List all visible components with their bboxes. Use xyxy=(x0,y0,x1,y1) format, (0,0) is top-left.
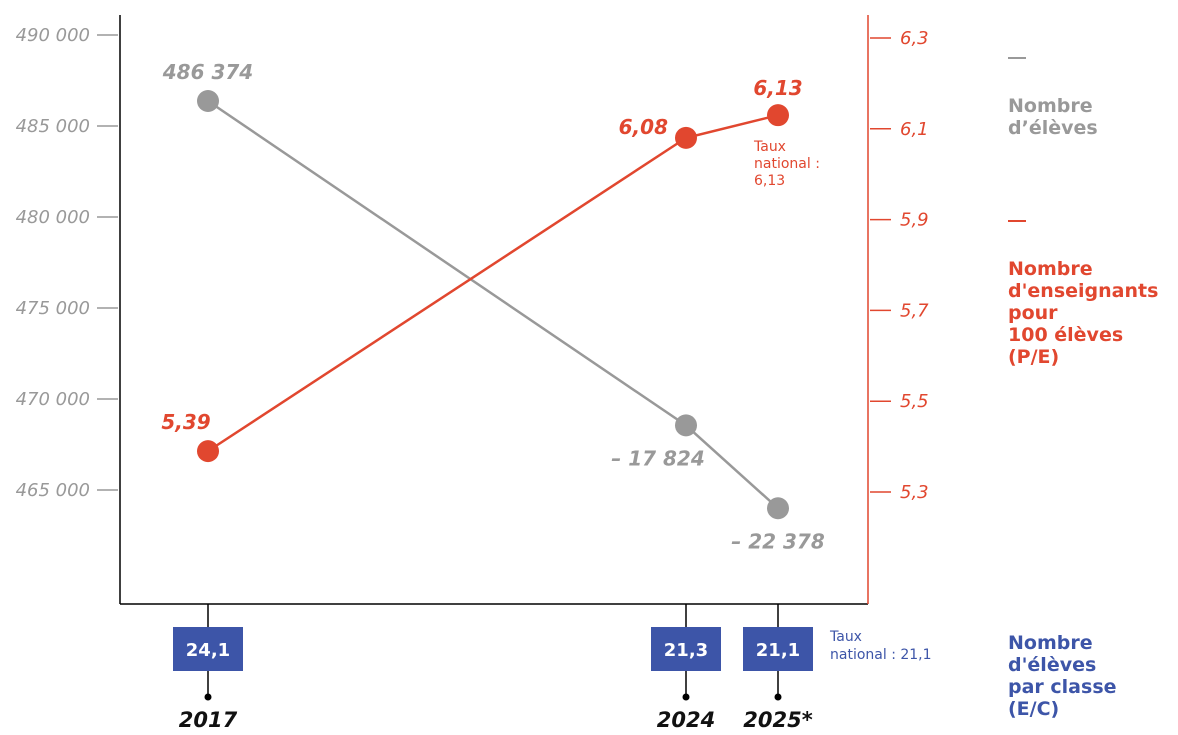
taux-national-ec: national : 21,1 xyxy=(830,647,932,663)
data-label-eleves: – 22 378 xyxy=(731,529,825,553)
year-label: 2025* xyxy=(743,708,812,732)
axis-ticks: 490 000 485 000 480 000 475 000 470 000 465 0… xyxy=(16,25,930,503)
data-label-eleves: 486 374 xyxy=(162,60,253,84)
ec-box xyxy=(651,627,721,671)
ec-value: 24,1 xyxy=(186,640,230,661)
taux-national-pe: 6,13 xyxy=(754,173,785,189)
data-points xyxy=(197,89,789,520)
left-tick-label: 465 000 xyxy=(16,480,90,501)
left-tick-label: 485 000 xyxy=(16,116,90,137)
year-label: 2017 xyxy=(179,708,238,732)
axes xyxy=(119,15,869,605)
right-tick-label: 6,3 xyxy=(900,28,929,49)
taux-national-pe: national : xyxy=(754,156,820,172)
right-tick-label: 5,9 xyxy=(900,210,929,231)
x-axis-categories: 24,1 2017 21,3 2024 21,1 2025* xyxy=(173,604,813,732)
taux-national-pe: Taux xyxy=(753,139,786,155)
ec-value: 21,3 xyxy=(664,640,708,661)
data-label-eleves: – 17 824 xyxy=(611,446,705,470)
legend-ec: Nombre d'élèves par classe (E/C) xyxy=(1008,610,1117,720)
legend-eleves: Nombre d’élèves xyxy=(1008,35,1098,139)
category-dot xyxy=(682,693,690,701)
point-eleves xyxy=(197,89,219,112)
year-label: 2024 xyxy=(657,708,715,732)
left-tick-label: 475 000 xyxy=(16,298,90,319)
point-pe xyxy=(675,126,697,149)
category-dot xyxy=(204,693,212,701)
point-eleves xyxy=(767,497,789,520)
left-tick-label: 480 000 xyxy=(16,207,90,228)
right-tick-label: 6,1 xyxy=(900,119,929,140)
series-line-pe xyxy=(207,113,779,453)
right-tick-label: 5,7 xyxy=(900,300,929,321)
ec-value: 21,1 xyxy=(756,640,800,661)
right-tick-label: 5,5 xyxy=(900,391,929,412)
left-tick-label: 470 000 xyxy=(16,389,90,410)
point-eleves xyxy=(675,414,697,437)
point-pe xyxy=(197,440,219,463)
data-label-pe: 5,39 xyxy=(161,410,210,434)
legend-pe-label: Nombre d'enseignants pour 100 élèves (P/… xyxy=(1008,258,1159,368)
data-labels: 486 374 – 17 824 – 22 378 5,39 6,08 6,13 xyxy=(161,60,825,553)
legend-eleves-swatch xyxy=(1008,57,1026,59)
right-tick-label: 5,3 xyxy=(900,482,929,503)
category-dot xyxy=(774,693,782,701)
point-pe xyxy=(767,104,789,127)
legend-eleves-label: Nombre d’élèves xyxy=(1008,95,1098,139)
legend-pe-swatch xyxy=(1008,220,1026,222)
data-label-pe: 6,08 xyxy=(619,115,668,139)
legend-pe: Nombre d'enseignants pour 100 élèves (P/… xyxy=(1008,198,1158,368)
data-label-pe: 6,13 xyxy=(753,76,802,100)
left-tick-label: 490 000 xyxy=(16,25,90,46)
legend-ec-label: Nombre d'élèves par classe (E/C) xyxy=(1008,632,1117,720)
ec-box xyxy=(743,627,813,671)
taux-national-ec: Taux xyxy=(829,629,862,645)
ec-box xyxy=(173,627,243,671)
